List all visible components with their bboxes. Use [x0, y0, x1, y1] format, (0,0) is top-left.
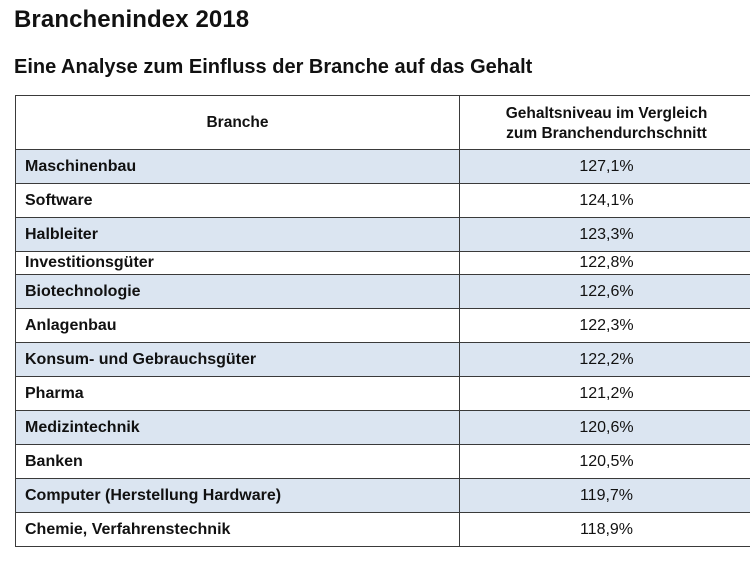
table-row: Software 124,1%: [15, 183, 750, 218]
table-row: Anlagenbau 122,3%: [15, 308, 750, 343]
table-header-row: Branche Gehaltsniveau im Vergleich zum B…: [15, 95, 750, 150]
table-row: Halbleiter 123,3%: [15, 217, 750, 252]
cell-gehaltsniveau: 124,1%: [459, 183, 750, 218]
table-row: Konsum- und Gebrauchsgüter 122,2%: [15, 342, 750, 377]
cell-branche: Konsum- und Gebrauchsgüter: [15, 342, 460, 377]
cell-gehaltsniveau: 122,3%: [459, 308, 750, 343]
cell-branche: Anlagenbau: [15, 308, 460, 343]
column-header-gehaltsniveau-line1: Gehaltsniveau im Vergleich: [505, 104, 708, 122]
cell-branche: Software: [15, 183, 460, 218]
table-row: Maschinenbau 127,1%: [15, 149, 750, 184]
table-row: Pharma 121,2%: [15, 376, 750, 411]
cell-gehaltsniveau: 122,8%: [459, 251, 750, 275]
cell-gehaltsniveau: 120,6%: [459, 410, 750, 445]
column-header-gehaltsniveau: Gehaltsniveau im Vergleich zum Branchend…: [459, 95, 750, 150]
cell-branche: Banken: [15, 444, 460, 479]
cell-branche: Biotechnologie: [15, 274, 460, 309]
page-title: Branchenindex 2018: [14, 6, 250, 33]
cell-gehaltsniveau: 118,9%: [459, 512, 750, 547]
cell-gehaltsniveau: 122,2%: [459, 342, 750, 377]
cell-branche: Medizintechnik: [15, 410, 460, 445]
cell-gehaltsniveau: 122,6%: [459, 274, 750, 309]
column-header-gehaltsniveau-line2: zum Branchendurchschnitt: [506, 124, 707, 142]
cell-branche: Chemie, Verfahrenstechnik: [15, 512, 460, 547]
table-row: Investitionsgüter 122,8%: [15, 251, 750, 275]
cell-branche: Maschinenbau: [15, 149, 460, 184]
branchenindex-table: Branche Gehaltsniveau im Vergleich zum B…: [15, 95, 750, 547]
column-header-branche: Branche: [15, 95, 460, 150]
cell-gehaltsniveau: 120,5%: [459, 444, 750, 479]
page-subtitle: Eine Analyse zum Einfluss der Branche au…: [14, 56, 533, 78]
cell-gehaltsniveau: 127,1%: [459, 149, 750, 184]
cell-gehaltsniveau: 121,2%: [459, 376, 750, 411]
cell-branche: Investitionsgüter: [15, 251, 460, 275]
cell-gehaltsniveau: 119,7%: [459, 478, 750, 513]
table-row: Chemie, Verfahrenstechnik 118,9%: [15, 512, 750, 547]
cell-gehaltsniveau: 123,3%: [459, 217, 750, 252]
cell-branche: Pharma: [15, 376, 460, 411]
cell-branche: Computer (Herstellung Hardware): [15, 478, 460, 513]
table-row: Computer (Herstellung Hardware) 119,7%: [15, 478, 750, 513]
table-row: Medizintechnik 120,6%: [15, 410, 750, 445]
cell-branche: Halbleiter: [15, 217, 460, 252]
table-row: Biotechnologie 122,6%: [15, 274, 750, 309]
table-row: Banken 120,5%: [15, 444, 750, 479]
